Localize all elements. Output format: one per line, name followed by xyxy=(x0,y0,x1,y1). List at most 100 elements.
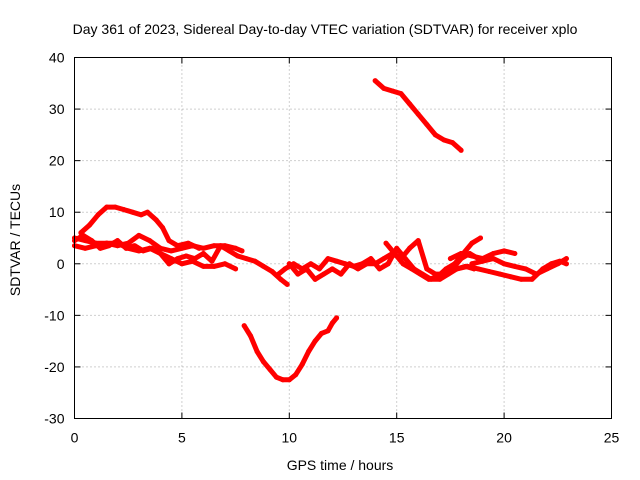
data-point xyxy=(563,261,569,267)
data-point xyxy=(209,258,215,264)
data-point xyxy=(389,88,395,94)
data-point xyxy=(282,266,288,272)
data-point xyxy=(286,377,292,383)
data-point xyxy=(308,261,314,267)
data-point xyxy=(115,238,120,244)
data-point xyxy=(469,253,475,259)
x-tick-label: 10 xyxy=(282,430,298,446)
data-point xyxy=(385,261,391,267)
x-tick-label: 5 xyxy=(178,430,186,446)
data-point xyxy=(211,263,217,269)
data-point xyxy=(222,261,228,267)
data-point xyxy=(299,361,305,367)
chart-title: Day 361 of 2023, Sidereal Day-to-day VTE… xyxy=(73,21,578,37)
data-point xyxy=(490,256,496,262)
data-point xyxy=(508,274,513,280)
data-point xyxy=(218,243,224,249)
data-point xyxy=(469,240,475,246)
data-point xyxy=(104,204,110,210)
data-point xyxy=(243,256,249,262)
data-point xyxy=(226,248,232,254)
data-point xyxy=(192,256,198,262)
data-point xyxy=(392,251,398,256)
axis-ticks: 0 5 10 15 20 25 -30 -20 -10 0 10 20 30 40 xyxy=(44,50,619,446)
data-point xyxy=(329,320,335,326)
data-point xyxy=(241,323,247,329)
data-point xyxy=(458,251,464,256)
data-point xyxy=(286,261,292,267)
data-point xyxy=(518,276,524,282)
data-point xyxy=(248,333,254,339)
data-point xyxy=(329,266,335,272)
data-point xyxy=(157,251,163,256)
y-tick-label: -10 xyxy=(44,307,64,323)
data-point xyxy=(235,253,241,259)
data-point xyxy=(280,377,286,383)
data-point xyxy=(544,266,550,272)
data-point xyxy=(325,328,331,334)
data-point xyxy=(138,212,144,218)
series-arc-high-early xyxy=(78,204,202,251)
data-point xyxy=(441,137,447,143)
data-point xyxy=(435,274,440,280)
y-tick-label: -20 xyxy=(44,359,64,375)
plot-area xyxy=(72,78,569,383)
data-point xyxy=(273,374,279,380)
x-tick-label: 20 xyxy=(496,430,512,446)
y-tick-label: 0 xyxy=(57,256,65,272)
data-point xyxy=(157,245,163,251)
data-point xyxy=(316,266,322,272)
data-point xyxy=(563,256,569,262)
data-point xyxy=(168,248,174,254)
data-point xyxy=(346,261,352,267)
data-point xyxy=(276,271,282,277)
data-point xyxy=(278,276,284,282)
data-point xyxy=(261,263,266,269)
data-point xyxy=(523,266,529,272)
data-point xyxy=(325,256,331,262)
data-point xyxy=(381,85,387,91)
data-point xyxy=(261,359,266,365)
data-point xyxy=(269,269,275,274)
series-line xyxy=(469,256,569,277)
data-point xyxy=(381,256,387,262)
data-point xyxy=(153,217,159,223)
data-point xyxy=(529,276,535,282)
data-point xyxy=(372,78,378,84)
data-point xyxy=(112,204,118,210)
x-axis-label: GPS time / hours xyxy=(287,457,394,473)
x-tick-label: 15 xyxy=(389,430,405,446)
data-point xyxy=(190,243,196,249)
data-point xyxy=(400,261,406,267)
data-point xyxy=(312,338,318,344)
data-point xyxy=(407,101,413,107)
data-point xyxy=(555,261,561,267)
data-point xyxy=(501,248,507,254)
data-point xyxy=(200,245,206,251)
data-point xyxy=(304,266,309,272)
y-tick-label: 20 xyxy=(49,153,65,169)
data-point xyxy=(512,251,518,256)
data-point xyxy=(478,235,483,241)
data-point xyxy=(407,245,413,251)
data-point xyxy=(394,245,400,251)
y-axis-label: SDTVAR / TECUs xyxy=(7,184,23,296)
series-arc-variable xyxy=(72,232,290,287)
data-point xyxy=(200,251,206,256)
series-arc-high-afternoon xyxy=(372,78,464,153)
data-point xyxy=(147,238,153,244)
x-tick-label: 0 xyxy=(71,430,79,446)
data-point xyxy=(469,261,475,267)
data-point xyxy=(106,243,112,249)
x-tick-label: 25 xyxy=(604,430,620,446)
data-point xyxy=(306,349,312,354)
data-point xyxy=(89,238,95,244)
data-point xyxy=(130,209,135,215)
data-point xyxy=(295,271,301,277)
data-point xyxy=(424,266,430,272)
data-point xyxy=(123,245,129,251)
data-point xyxy=(200,263,206,269)
data-point xyxy=(293,372,299,378)
data-point xyxy=(497,271,503,277)
